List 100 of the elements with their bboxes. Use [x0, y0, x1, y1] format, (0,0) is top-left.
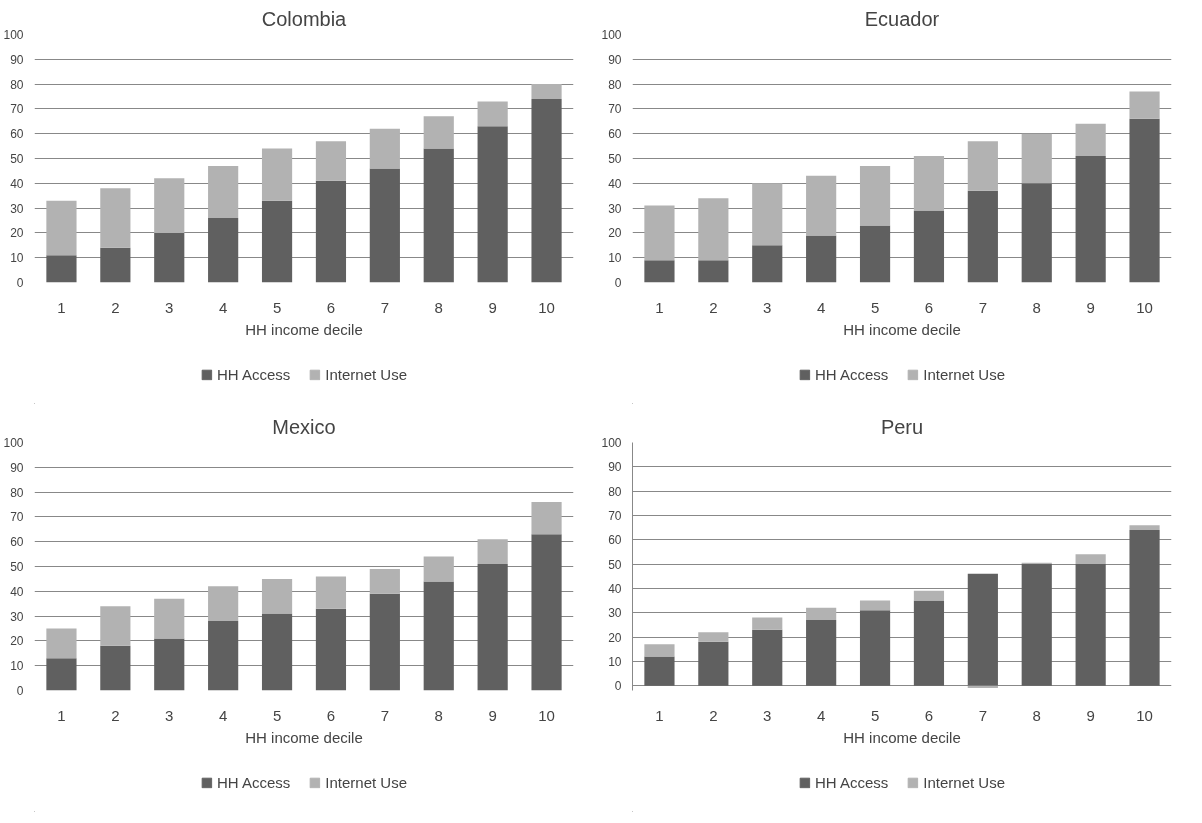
- bar: [208, 218, 239, 283]
- bar: [1021, 564, 1052, 686]
- y-tick-label: 30: [10, 201, 24, 216]
- bar: [100, 606, 131, 646]
- x-tick-label: 1: [655, 298, 664, 316]
- x-tick-label: 2: [709, 706, 718, 724]
- y-tick-label: 50: [608, 152, 622, 166]
- bar: [1075, 123, 1106, 157]
- y-tick-label: 70: [608, 102, 622, 117]
- bar: [423, 556, 454, 582]
- y-tick-label: 20: [608, 226, 622, 241]
- y-tick-label: 90: [608, 460, 622, 475]
- x-tick-label: 3: [165, 298, 174, 316]
- bar: [913, 590, 945, 601]
- legend-label: Internet Use: [923, 773, 1006, 791]
- bar: [531, 502, 562, 535]
- x-tick-label: 1: [57, 706, 66, 724]
- bar: [46, 200, 77, 256]
- y-tick-label: 60: [10, 127, 24, 142]
- bar: [154, 598, 185, 639]
- bar: [1075, 554, 1106, 565]
- bar: [967, 573, 998, 686]
- bar: [1129, 118, 1160, 283]
- x-tick-label: 4: [218, 298, 228, 316]
- legend-label: HH Access: [814, 773, 889, 791]
- y-tick-label: 90: [10, 52, 24, 67]
- bar: [913, 600, 945, 686]
- bar: [261, 200, 293, 283]
- y-tick-label: 0: [614, 679, 622, 694]
- x-tick-label: 10: [1136, 706, 1153, 724]
- legend-label: HH Access: [216, 773, 291, 791]
- x-tick-label: 9: [488, 706, 497, 724]
- bar: [1129, 91, 1160, 119]
- x-tick-label: 4: [816, 706, 826, 724]
- bar: [261, 148, 293, 201]
- y-tick-label: 20: [10, 634, 24, 649]
- y-tick-label: 100: [601, 28, 622, 42]
- bar: [1021, 183, 1052, 283]
- y-tick-label: 50: [608, 557, 622, 572]
- y-tick-label: 80: [10, 77, 24, 92]
- y-tick-label: 50: [10, 152, 24, 166]
- x-tick-label: 5: [870, 298, 880, 316]
- x-tick-label: 9: [1086, 298, 1095, 316]
- y-tick-label: 60: [10, 535, 24, 550]
- legend-label: HH Access: [216, 365, 291, 383]
- y-tick-label: 10: [10, 251, 24, 266]
- bar: [806, 619, 837, 686]
- y-tick-label: 70: [10, 102, 24, 117]
- y-tick-label: 40: [10, 176, 24, 191]
- bar: [752, 183, 783, 246]
- x-tick-label: 10: [538, 706, 555, 724]
- x-axis-title: HH income decile: [245, 320, 363, 338]
- bar: [698, 198, 729, 261]
- y-tick-label: 0: [16, 276, 24, 290]
- bar: [644, 260, 675, 283]
- bar: [531, 84, 562, 99]
- bar: [531, 98, 562, 283]
- chart-title: Ecuador: [864, 7, 940, 30]
- y-tick-label: 40: [10, 584, 24, 599]
- bar: [100, 247, 131, 283]
- y-tick-label: 20: [608, 630, 622, 645]
- y-tick-label: 100: [3, 436, 24, 450]
- bar: [154, 178, 185, 233]
- bar: [859, 610, 891, 686]
- bar: [315, 608, 347, 691]
- bar: [208, 586, 239, 622]
- x-tick-label: 2: [111, 706, 120, 724]
- x-tick-label: 5: [272, 298, 282, 316]
- bar: [369, 168, 400, 283]
- bar: [315, 576, 347, 609]
- bar: [644, 644, 675, 657]
- x-tick-label: 6: [924, 298, 934, 316]
- chart-title: Peru: [880, 415, 924, 438]
- bar: [1129, 530, 1160, 686]
- bar: [423, 148, 454, 283]
- x-tick-label: 8: [1032, 706, 1041, 724]
- y-tick-label: 20: [10, 226, 24, 241]
- bar: [1075, 156, 1106, 283]
- y-tick-label: 30: [608, 201, 622, 216]
- x-tick-label: 2: [111, 298, 120, 316]
- chart-title: Mexico: [272, 415, 336, 438]
- bar: [261, 578, 293, 614]
- y-tick-label: 30: [608, 606, 622, 621]
- bar: [698, 632, 729, 642]
- bar: [154, 638, 185, 691]
- bar: [369, 593, 400, 691]
- y-tick-label: 40: [608, 176, 622, 191]
- bar: [100, 188, 131, 248]
- y-tick-label: 50: [10, 560, 24, 574]
- y-tick-label: 0: [16, 684, 24, 698]
- bar: [477, 564, 508, 691]
- y-tick-label: 70: [10, 510, 24, 525]
- x-axis-title: HH income decile: [245, 728, 363, 746]
- x-tick-label: 10: [1136, 298, 1153, 316]
- bar: [859, 600, 891, 611]
- bar: [967, 141, 998, 191]
- bar: [806, 607, 837, 620]
- bar: [369, 568, 400, 594]
- bar: [423, 116, 454, 149]
- x-tick-label: 6: [326, 706, 336, 724]
